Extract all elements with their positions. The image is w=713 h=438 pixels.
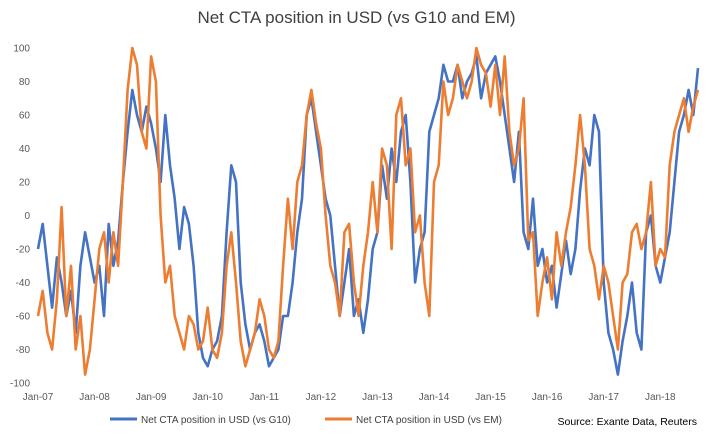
y-tick-label: -20 (16, 245, 31, 256)
x-tick-label: Jan-09 (136, 392, 167, 403)
x-tick-label: Jan-11 (249, 392, 279, 403)
legend: Net CTA position in USD (vs G10) Net CTA… (110, 415, 502, 426)
x-axis-tick-labels: Jan-07 Jan-08 Jan-09 Jan-10 Jan-11 Jan-12 Jan-… (23, 392, 676, 403)
legend-label-em: Net CTA position in USD (vs EM) (356, 415, 502, 426)
y-tick-label: -60 (16, 312, 31, 323)
y-tick-label: -40 (16, 278, 31, 289)
series-layer (36, 46, 700, 376)
y-tick-label: 60 (19, 111, 31, 122)
x-tick-label: Jan-17 (588, 392, 619, 403)
y-tick-label: -80 (16, 345, 31, 356)
source-note: Source: Exante Data, Reuters (558, 416, 698, 428)
x-tick-label: Jan-12 (306, 392, 337, 403)
chart-title: Net CTA position in USD (vs G10 and EM) (197, 8, 516, 27)
x-tick-label: Jan-18 (645, 392, 676, 403)
x-tick-label: Jan-15 (475, 392, 506, 403)
y-tick-label: 0 (24, 211, 30, 222)
y-axis-tick-labels: 100 80 60 40 20 0 -20 -40 -60 -80 -100 (10, 44, 30, 390)
x-tick-label: Jan-08 (79, 392, 110, 403)
y-tick-label: 100 (13, 44, 30, 55)
y-tick-label: -100 (10, 379, 30, 390)
y-tick-label: 20 (19, 178, 31, 189)
series-line-em (36, 46, 700, 376)
x-tick-label: Jan-10 (192, 392, 223, 403)
legend-label-g10: Net CTA position in USD (vs G10) (141, 415, 291, 426)
x-tick-label: Jan-16 (532, 392, 563, 403)
x-tick-label: Jan-07 (23, 392, 54, 403)
x-tick-label: Jan-14 (419, 392, 450, 403)
y-tick-label: 80 (19, 77, 31, 88)
series-line-g10 (36, 55, 700, 376)
y-tick-label: 40 (19, 144, 31, 155)
x-tick-label: Jan-13 (362, 392, 393, 403)
